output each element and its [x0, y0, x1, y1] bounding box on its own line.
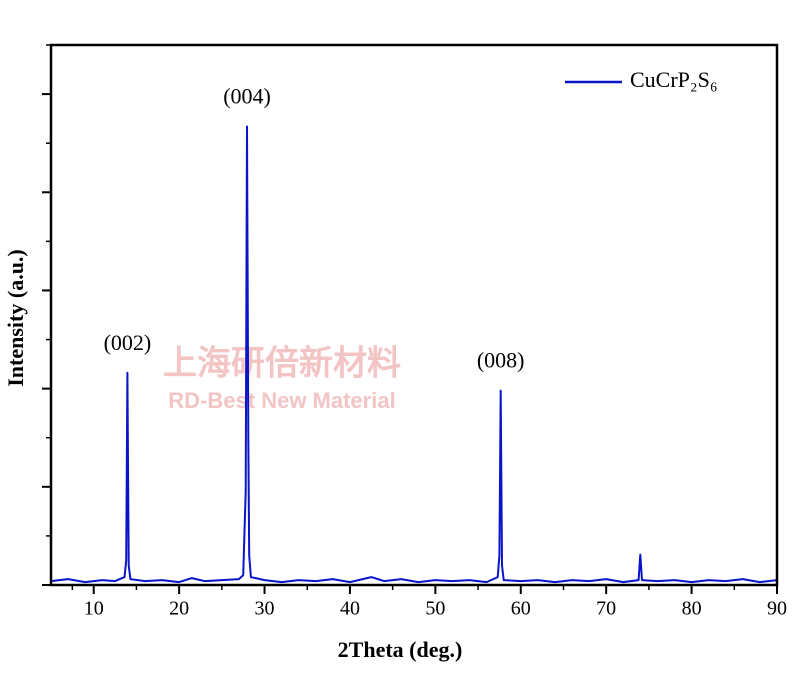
- peak-annotation: (004): [223, 84, 271, 109]
- x-tick-label: 30: [255, 598, 275, 620]
- peak-annotation: (008): [477, 348, 525, 373]
- x-tick-label: 40: [340, 598, 360, 620]
- y-axis-label: Intensity (a.u.): [3, 249, 28, 387]
- x-axis-label: 2Theta (deg.): [338, 637, 463, 662]
- x-tick-label: 60: [511, 598, 531, 620]
- watermark: 上海研倍新材料: [163, 344, 401, 384]
- data-line: [50, 125, 778, 584]
- x-tick-label: 80: [682, 598, 702, 620]
- x-tick-label: 90: [767, 598, 787, 620]
- x-tick-label: 10: [84, 598, 104, 620]
- x-tick-label: 20: [169, 598, 189, 620]
- legend-label: CuCrP₂S₆: [630, 67, 717, 92]
- peak-annotation: (002): [104, 330, 152, 355]
- x-tick-label: 50: [425, 598, 445, 620]
- watermark: RD-Best New Material: [168, 388, 395, 413]
- plot-frame: [49, 43, 779, 587]
- x-tick-label: 70: [596, 598, 616, 620]
